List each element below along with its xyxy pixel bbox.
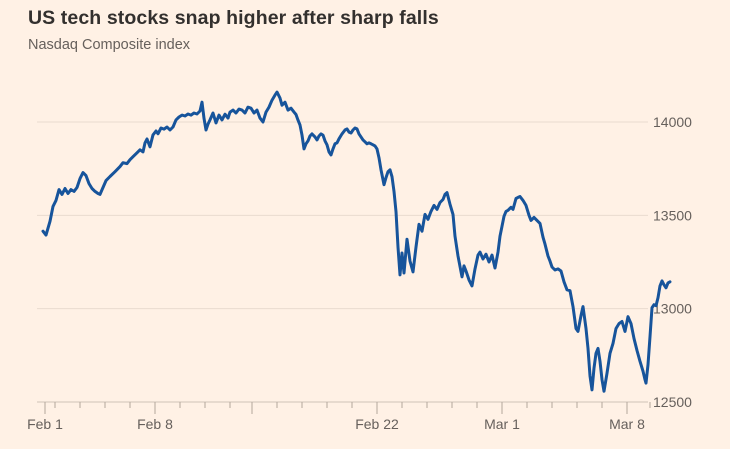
price-line (41, 90, 672, 393)
chart-title: US tech stocks snap higher after sharp f… (28, 7, 439, 29)
y-axis-label-13000: 13000 (653, 301, 692, 317)
y-axis-label-13500: 13500 (653, 207, 692, 223)
x-axis-label-mar-8: Mar 8 (609, 416, 645, 432)
x-axis-label-feb-22: Feb 22 (355, 416, 399, 432)
chart-subtitle: Nasdaq Composite index (28, 37, 191, 53)
y-axis-label-14000: 14000 (653, 114, 692, 130)
y-axis-label-12500: 12500 (653, 394, 692, 410)
x-axis-label-mar-1: Mar 1 (484, 416, 520, 432)
x-axis-label-feb-1: Feb 1 (27, 416, 63, 432)
x-axis-label-feb-8: Feb 8 (137, 416, 173, 432)
